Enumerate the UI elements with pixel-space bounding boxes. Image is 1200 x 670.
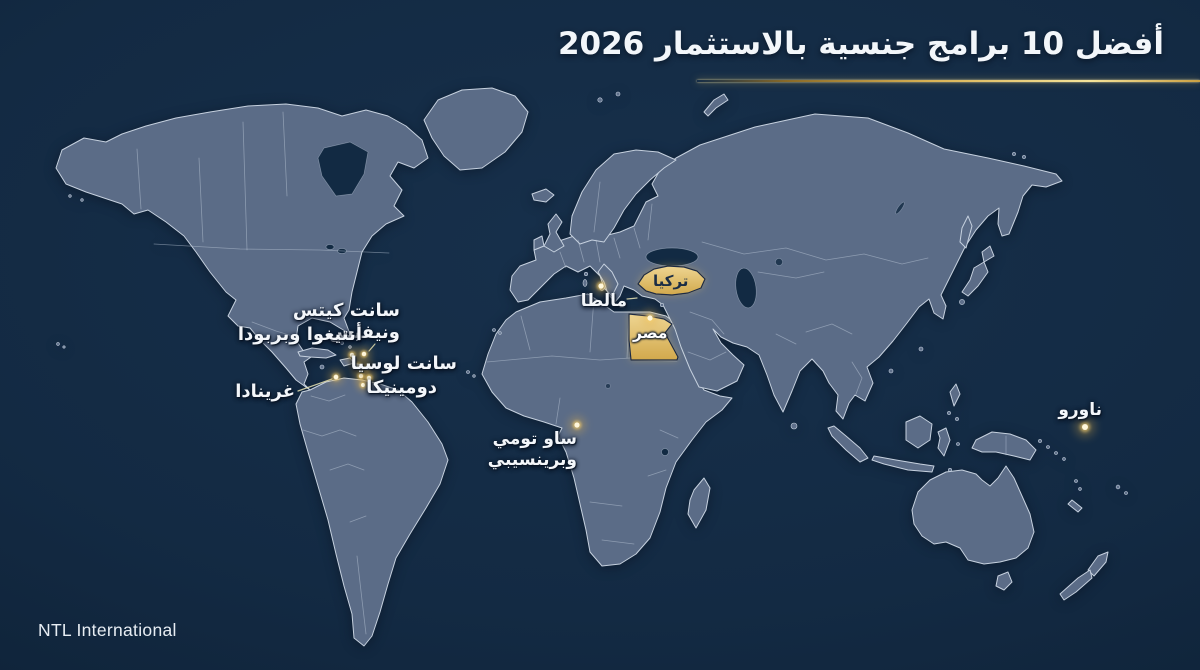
island-canary [492,328,496,332]
great-lakes [325,244,335,250]
label-sao-tome-principe: ساو تومي وبرينسيبي [488,429,577,470]
island-solomons [1046,445,1050,449]
island-tasmania [995,571,1013,591]
black-sea [645,247,699,267]
island-arctic [1022,155,1026,159]
island-jamaica [319,364,325,370]
island-svalbard [615,91,621,97]
continent-south-america [295,377,449,647]
island-cape-verde [472,374,476,378]
marker-antigua [356,346,372,362]
marker-nauru [1074,416,1096,438]
island-borneo [905,415,933,449]
label-line: ساو تومي [492,429,577,449]
island-new-caledonia [1067,499,1083,513]
island-taiwan [918,346,924,352]
label-line: ونيفيس [328,321,400,343]
leader-grenada [297,378,333,392]
island-fiji [1124,491,1128,495]
label-nauru: ناورو [1058,400,1102,420]
island-new-zealand-north [1087,551,1109,577]
continent-greenland [423,87,529,171]
island-java [871,455,935,473]
lake-chad [605,383,611,389]
landmasses [55,87,1128,647]
peninsula-scandinavia [569,149,677,245]
label-egypt: مصر [633,324,668,342]
island-sri-lanka [790,422,798,430]
island-hawaii [56,342,60,346]
island-hawaii [62,345,66,349]
hudson-bay [317,141,369,197]
island-sakhalin [959,215,973,249]
brand-text: NTL International [38,620,177,640]
island-cuba [297,347,337,359]
island-new-zealand-south [1059,569,1093,601]
island-japan-honshu [961,261,989,297]
island-fiji [1115,484,1121,490]
island-bahamas [340,341,344,345]
marker-malta [592,277,610,295]
label-turkey: تركيا [653,272,689,290]
island-philippines [947,411,951,415]
island-sumatra [827,425,869,463]
title-underline [697,80,1200,82]
label-malta: مالطا [580,291,627,311]
label-line: سانت كيتس [292,300,400,321]
island-great-britain [543,213,565,253]
island-hainan [888,368,894,374]
island-philippines [949,383,961,407]
page-title: أفضل 10 برامج جنسية بالاستثمار 2026 [557,26,1164,62]
island-madagascar [687,477,711,529]
island-cape-verde [466,370,470,374]
label-st-kitts-nevis: سانت كيتس ونيفيس [293,300,400,344]
island-solomons [1062,457,1066,461]
island-iceland [531,188,555,203]
island-sardinia [582,279,588,287]
island-novaya-zemlya [703,93,729,117]
caspian-sea [735,267,757,309]
lake-victoria [661,448,669,456]
leader-malta [626,297,638,300]
island-svalbard [597,97,603,103]
marker-egypt [641,309,659,327]
island-japan-kyushu [959,299,965,305]
island-new-guinea [971,431,1037,461]
label-line: وبرينسيبي [487,449,577,470]
island-philippines [955,417,959,421]
island-moluccas [956,442,960,446]
continent-australia [911,465,1035,565]
label-st-lucia: سانت لوسيا [350,353,457,374]
island-canary [498,331,502,335]
label-antigua-barbuda: أنتيغوا وبربودا [237,324,362,345]
glow-markers [327,277,1096,438]
island-aleutian [80,198,84,202]
island-solomons [1054,451,1058,455]
aral-sea [775,258,783,266]
highlighted-countries [628,265,706,361]
continent-eurasia [509,113,1063,420]
country-borders [136,111,1007,635]
country-turkey-highlight [637,265,706,296]
island-ireland [533,235,545,251]
island-corsica [583,271,588,276]
island-aleutian [68,194,72,198]
island-sulawesi [937,427,951,457]
label-grenada: غرينادا [235,381,295,402]
marker-sao-tome [568,416,586,434]
marker-caribbean [356,378,370,392]
island-crete [618,304,626,308]
island-solomons [1038,439,1042,443]
label-dominica: دومينيكا [366,377,437,398]
island-cyprus [659,302,664,307]
lake-baikal [895,201,905,215]
island-vanuatu [1078,487,1082,491]
marker-grenada [327,368,345,386]
island-vanuatu [1074,479,1078,483]
island-arctic [1012,152,1016,156]
island-bahamas [332,336,336,340]
island-japan-hokkaido [981,245,995,263]
